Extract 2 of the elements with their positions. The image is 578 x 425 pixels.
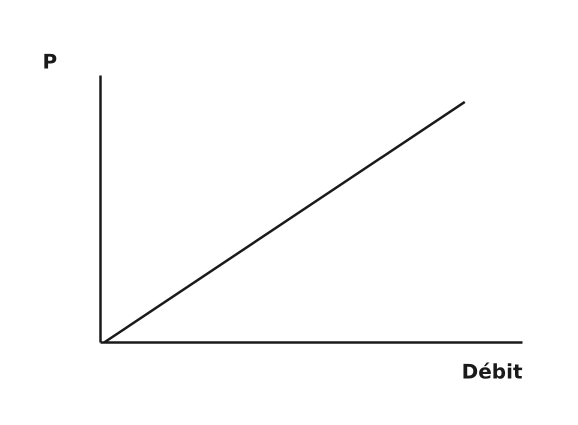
y-axis-title: P	[42, 50, 58, 74]
x-axis-title: Débit	[462, 360, 523, 384]
